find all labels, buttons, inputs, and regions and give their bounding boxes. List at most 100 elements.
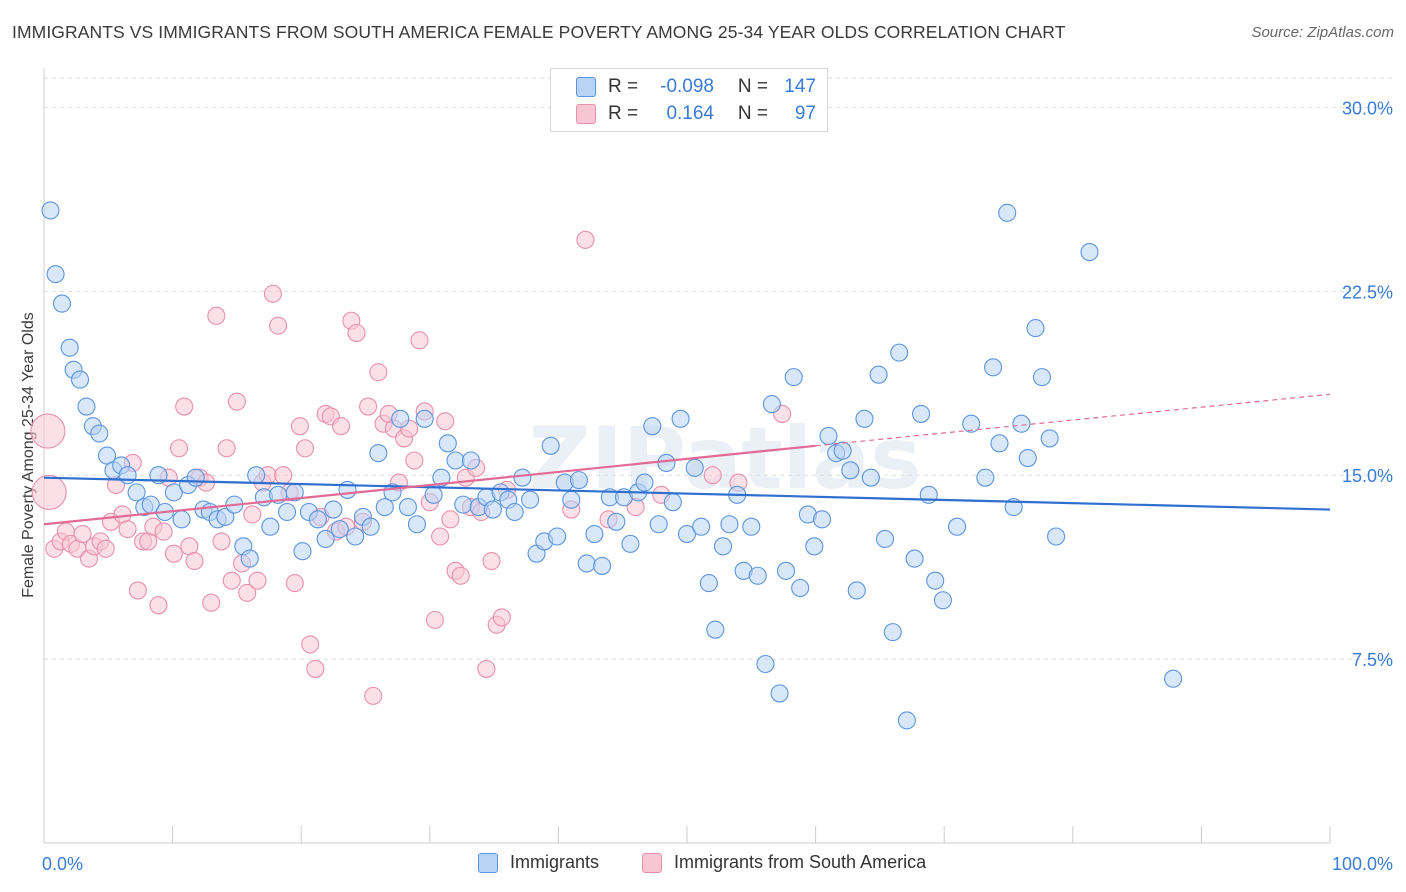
source-label: Source: ZipAtlas.com	[1251, 24, 1394, 41]
data-point-south-america	[149, 596, 168, 615]
data-point-immigrants	[671, 409, 690, 428]
data-point-immigrants	[791, 578, 810, 598]
trend-line-immigrants	[43, 476, 1331, 511]
data-point-immigrants	[415, 409, 434, 428]
data-point-immigrants	[361, 517, 380, 536]
data-point-south-america	[296, 439, 315, 458]
data-point-south-america	[243, 505, 262, 524]
data-point-south-america	[274, 466, 293, 485]
data-point-immigrants	[1026, 319, 1045, 338]
data-point-south-america	[263, 284, 282, 303]
data-point-south-america	[185, 551, 204, 571]
data-point-immigrants	[247, 466, 266, 485]
data-point-immigrants	[861, 468, 880, 487]
data-point-immigrants	[962, 414, 981, 433]
data-point-immigrants	[756, 654, 775, 674]
data-point-immigrants	[593, 556, 612, 575]
chart-title: IMMIGRANTS VS IMMIGRANTS FROM SOUTH AMER…	[12, 22, 1066, 42]
data-point-immigrants	[60, 338, 79, 357]
data-point-immigrants	[833, 441, 852, 460]
data-point-immigrants	[438, 434, 457, 453]
data-point-south-america	[222, 571, 241, 590]
data-point-immigrants	[933, 591, 952, 610]
data-point-south-america	[306, 659, 325, 678]
data-point-south-america	[441, 510, 460, 529]
data-point-immigrants	[990, 434, 1009, 453]
data-point-immigrants	[720, 515, 739, 534]
data-point-immigrants	[330, 520, 349, 539]
y-tick-label: 30.0%	[1342, 98, 1393, 118]
data-point-immigrants	[926, 571, 945, 590]
data-point-immigrants	[1040, 429, 1059, 448]
data-point-immigrants	[70, 370, 90, 389]
data-point-immigrants	[369, 444, 388, 463]
data-point-immigrants	[505, 502, 524, 522]
data-point-immigrants	[52, 294, 72, 313]
data-point-immigrants	[1080, 243, 1099, 262]
legend-n-label: N =	[737, 103, 768, 124]
data-point-immigrants	[186, 468, 205, 487]
data-point-immigrants	[984, 358, 1003, 377]
data-point-immigrants	[812, 510, 832, 529]
data-point-south-america	[118, 520, 137, 539]
data-point-immigrants	[663, 493, 682, 512]
x-tick-label: 0.0%	[42, 854, 83, 874]
data-point-immigrants	[424, 485, 443, 504]
data-point-immigrants	[261, 517, 280, 536]
data-point-immigrants	[278, 502, 297, 522]
data-point-immigrants	[346, 527, 365, 546]
data-point-immigrants	[976, 468, 995, 487]
legend-row-south-america: R = 0.164 N = 97	[551, 100, 816, 128]
data-point-immigrants	[713, 537, 733, 556]
legend-row-immigrants: R = -0.098 N = 147	[551, 73, 816, 101]
data-point-immigrants	[912, 404, 931, 423]
data-point-south-america	[347, 323, 366, 343]
correlation-legend: R = -0.098 N = 147 R = 0.164 N = 97	[550, 68, 828, 132]
data-point-south-america	[332, 417, 351, 436]
data-point-south-america	[290, 417, 309, 436]
trend-line-south-america	[43, 444, 816, 526]
data-point-south-america	[369, 363, 388, 382]
data-point-immigrants	[998, 203, 1017, 222]
data-point-immigrants	[621, 534, 640, 553]
data-point-immigrants	[164, 483, 183, 502]
data-point-immigrants	[905, 549, 924, 568]
data-point-immigrants	[577, 554, 596, 573]
data-point-immigrants	[657, 453, 676, 473]
data-point-immigrants	[461, 451, 481, 470]
data-point-immigrants	[1032, 368, 1051, 387]
data-point-immigrants	[685, 458, 704, 477]
data-point-immigrants	[841, 461, 860, 480]
data-point-immigrants	[541, 436, 560, 455]
data-point-south-america	[207, 306, 226, 325]
data-point-immigrants	[216, 507, 235, 526]
data-point-south-america	[703, 466, 722, 485]
data-point-south-america	[154, 522, 173, 541]
data-point-immigrants	[742, 517, 761, 536]
data-point-immigrants	[883, 623, 902, 642]
legend-item-immigrants[interactable]: Immigrants	[478, 852, 599, 873]
legend-label-south-america: Immigrants from South America	[674, 852, 927, 872]
data-point-south-america	[285, 574, 304, 593]
data-point-immigrants	[948, 517, 967, 536]
legend-r-value: 0.164	[666, 103, 714, 124]
legend-swatch-immigrants	[478, 852, 498, 873]
data-point-south-america	[359, 397, 378, 416]
legend-swatch-south-america	[576, 104, 596, 124]
x-tick-label: 100.0%	[1332, 854, 1393, 874]
data-point-immigrants	[46, 265, 65, 284]
legend-label-immigrants: Immigrants	[510, 852, 600, 872]
data-point-south-america	[31, 474, 67, 510]
data-point-south-america	[301, 635, 320, 654]
legend-item-south-america[interactable]: Immigrants from South America	[642, 852, 926, 873]
data-point-immigrants	[316, 529, 335, 549]
legend-r-label: R =	[608, 76, 639, 97]
data-point-south-america	[30, 413, 66, 449]
legend-r-value: -0.098	[660, 76, 714, 97]
data-point-south-america	[405, 451, 424, 470]
series-legend: Immigrants Immigrants from South America	[0, 852, 1406, 876]
data-point-immigrants	[635, 473, 654, 492]
data-point-immigrants	[127, 483, 146, 502]
data-point-south-america	[238, 583, 257, 602]
